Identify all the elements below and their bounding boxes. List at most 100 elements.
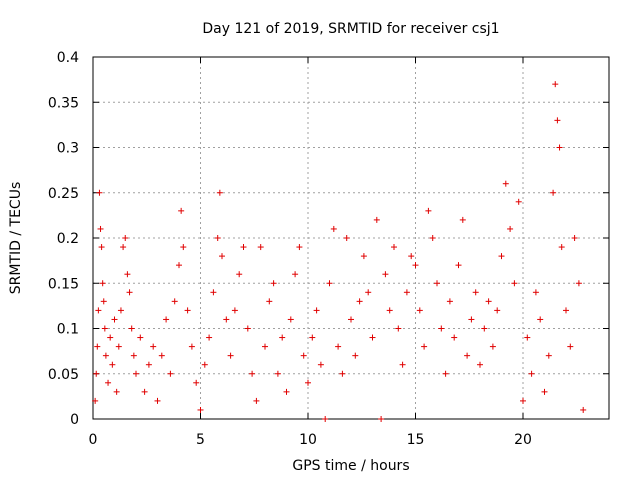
data-point [575, 280, 582, 287]
data-point [287, 316, 294, 323]
data-point [446, 298, 453, 305]
data-point [236, 271, 243, 278]
data-point [262, 343, 268, 350]
data-point [150, 343, 157, 350]
data-point [429, 235, 436, 241]
data-point [180, 244, 187, 251]
data-point [317, 361, 324, 368]
data-point [92, 397, 99, 404]
data-point [571, 235, 578, 241]
plot-frame [92, 56, 610, 420]
data-point [421, 343, 428, 350]
data-point [100, 298, 107, 305]
data-point [567, 343, 574, 350]
data-point [378, 416, 385, 422]
data-point [382, 271, 389, 278]
data-point [515, 198, 522, 205]
data-point [107, 334, 114, 341]
data-points [92, 81, 587, 422]
data-point [193, 379, 200, 386]
data-point [477, 361, 483, 368]
data-point [99, 280, 106, 287]
data-point [141, 388, 148, 395]
data-point [580, 406, 587, 413]
data-point [343, 235, 350, 241]
data-point [227, 352, 234, 359]
data-point [373, 216, 380, 223]
y-tick-label: 0.35 [48, 95, 79, 111]
data-point [322, 416, 329, 422]
data-point [249, 370, 256, 377]
data-point [184, 307, 191, 314]
data-point [98, 244, 105, 251]
data-point [537, 316, 544, 323]
y-tick-label: 0.1 [57, 322, 79, 338]
data-point [111, 316, 118, 323]
data-point [356, 298, 363, 305]
data-point [120, 244, 127, 251]
x-tick-label: 10 [299, 432, 317, 448]
y-tick-label: 0.2 [57, 231, 79, 247]
data-point [524, 334, 531, 341]
y-tick-label: 0.3 [57, 141, 79, 157]
data-point [115, 343, 122, 350]
data-point [279, 334, 286, 341]
data-point [300, 352, 307, 359]
data-point [528, 370, 535, 377]
data-point [124, 271, 131, 278]
data-point [532, 289, 539, 296]
data-point [96, 189, 103, 196]
data-point [274, 370, 281, 377]
data-point [360, 253, 367, 260]
data-point [95, 307, 102, 314]
data-point [171, 298, 178, 305]
data-point [102, 352, 109, 359]
x-tick-label: 5 [196, 432, 205, 448]
data-point [403, 289, 410, 296]
data-point [101, 325, 108, 332]
data-point [335, 343, 342, 350]
data-point [352, 352, 359, 359]
data-point [178, 207, 185, 214]
data-point [395, 325, 402, 332]
data-point [210, 289, 217, 296]
data-point [137, 334, 144, 341]
data-point [113, 388, 120, 395]
data-point [412, 262, 419, 269]
data-point [244, 325, 251, 332]
data-point [292, 271, 299, 278]
data-point [408, 253, 415, 260]
data-point [391, 244, 397, 251]
data-point [545, 352, 552, 359]
data-point [425, 207, 432, 214]
data-point [464, 352, 471, 359]
grid-lines [93, 57, 609, 419]
data-point [386, 307, 393, 314]
data-point [481, 325, 488, 332]
data-point [468, 316, 475, 323]
data-point [240, 244, 247, 251]
y-axis-label: SRMTID / TECUs [8, 182, 24, 295]
x-tick-label: 0 [89, 432, 98, 448]
axis-ticks: 0 0.05 0.1 0.15 0.2 0.25 0.3 0.35 0.4 0 5 10 15 20 [48, 50, 609, 448]
y-tick-label: 0.25 [48, 186, 79, 202]
data-point [502, 180, 509, 187]
x-axis-label: GPS time / hours [292, 458, 409, 474]
data-point [188, 343, 195, 350]
data-point [201, 361, 208, 368]
data-point [214, 235, 221, 241]
data-point [206, 334, 213, 341]
data-point [451, 334, 458, 341]
data-point [216, 189, 223, 196]
data-point [313, 307, 320, 314]
y-tick-label: 0.15 [48, 276, 79, 292]
data-point [257, 244, 264, 251]
data-point [94, 343, 101, 350]
data-point [145, 361, 152, 368]
data-point [109, 361, 116, 368]
data-point [520, 397, 526, 404]
data-point [442, 370, 449, 377]
data-point [511, 280, 518, 287]
data-point [309, 334, 316, 341]
data-point [416, 307, 423, 314]
